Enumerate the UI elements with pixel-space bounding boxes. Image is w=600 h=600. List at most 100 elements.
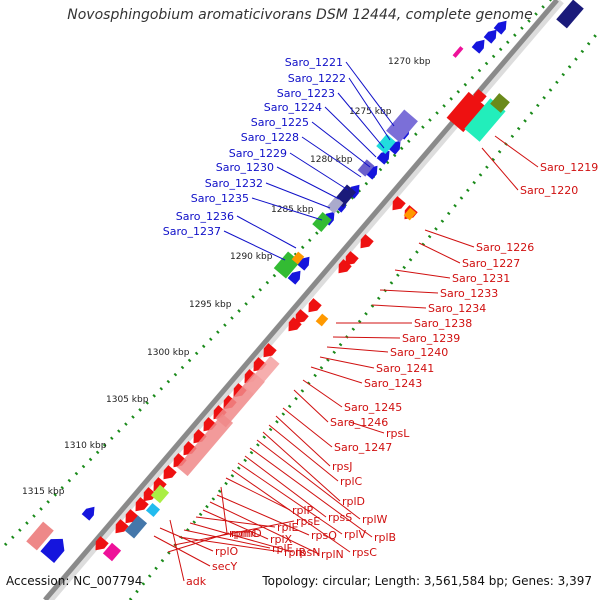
leader-line [348,77,391,141]
gene-arrow[interactable] [288,317,302,332]
gene-label[interactable]: Saro_1238 [414,317,472,330]
gene-label[interactable]: rplC [340,475,363,488]
gene-label[interactable]: rplD [342,495,365,508]
gene-arrow[interactable] [345,251,359,266]
leader-line [379,289,439,294]
map-title: Novosphingobium aromaticivorans DSM 1244… [67,7,533,23]
gene-arrow[interactable] [392,196,406,211]
leader-line [481,147,519,191]
gene-label[interactable]: rpsJ [332,460,352,473]
leader-line [324,106,377,158]
gene-label[interactable]: Saro_1241 [376,362,434,375]
tick-label: 1310 kbp [64,441,107,451]
gene-label[interactable]: rplX [270,533,293,546]
leader-line [345,61,395,127]
gene-arrow[interactable] [163,465,177,480]
gene-label[interactable]: adk [186,575,207,588]
gene-label[interactable]: secY [212,560,238,573]
gene-arrow[interactable] [115,519,129,534]
gene-label[interactable]: Saro_1225 [251,116,309,129]
feature-block [145,502,161,518]
gene-label[interactable]: Saro_1219 [540,161,598,174]
leader-line [159,527,214,552]
gene-label[interactable]: rplV [344,528,367,541]
gene-arrow[interactable] [296,256,310,271]
gene-arrow[interactable] [95,536,109,551]
leader-line [249,447,373,538]
gene-arrow[interactable] [295,309,309,324]
leader-line [195,516,276,528]
gene-arrow[interactable] [364,165,378,180]
leader-line [311,121,371,168]
gene-label[interactable]: Saro_1233 [440,287,498,300]
gene-label[interactable]: Saro_1220 [520,184,578,197]
gene-label[interactable]: rpsN [295,546,320,559]
gene-label[interactable]: rpsS [328,511,352,524]
leader-line [262,431,341,502]
gene-label[interactable]: Saro_1230 [216,161,274,174]
gene-label[interactable]: Saro_1231 [452,272,510,285]
gene-label[interactable]: Saro_1235 [191,192,249,205]
gene-label[interactable]: Saro_1221 [285,56,343,69]
gene-label[interactable]: rplR [284,546,307,559]
gene-label[interactable]: Saro_1227 [462,257,520,270]
tick-marks: 1270 kbp 1275 kbp 1280 kbp 1285 kbp 1290 kbp… [22,57,431,497]
feature-block [326,196,344,214]
gene-arrow[interactable] [360,234,374,249]
gene-arrow[interactable] [387,140,401,155]
gene-arrow[interactable] [143,487,157,502]
gene-arrow[interactable] [376,150,390,165]
gene-label[interactable]: rplW [362,513,388,526]
gene-arrow[interactable] [483,29,497,44]
gene-label[interactable]: rpsE [296,515,320,528]
gene-arrow[interactable] [287,270,301,285]
leader-line [169,519,185,582]
gene-label[interactable]: Saro_1245 [344,401,402,414]
gene-label[interactable]: Saro_1247 [334,441,392,454]
gene-arrow[interactable] [493,20,507,35]
gene-arrow[interactable] [263,343,277,358]
gene-label[interactable]: rpsQ [311,529,337,542]
gene-arrow[interactable] [338,259,352,274]
gene-label[interactable]: rpsL [386,427,410,440]
gene-arrow[interactable] [135,497,149,512]
gene-arrow[interactable] [40,538,65,563]
gene-label[interactable]: rpmD [231,527,262,540]
gene-label[interactable]: Saro_1234 [428,302,486,315]
gene-label[interactable]: Saro_1237 [163,225,221,238]
gene-label[interactable]: Saro_1246 [330,416,388,429]
gene-label[interactable]: Saro_1240 [390,346,448,359]
feature-block [556,0,584,29]
tick-label: 1305 kbp [106,395,149,405]
gene-label[interactable]: Saro_1236 [176,210,234,223]
gene-arrow[interactable] [471,39,485,54]
gene-label[interactable]: rplB [374,531,396,544]
gene-label[interactable]: Saro_1224 [264,101,322,114]
gene-label[interactable]: Saro_1243 [364,377,422,390]
gene-label[interactable]: rplF [272,542,293,555]
gene-label[interactable]: Saro_1222 [288,72,346,85]
tick-label: 1270 kbp [388,57,431,67]
leader-line [275,415,331,467]
leader-line [371,304,427,309]
leader-line [349,421,385,434]
gene-label[interactable]: rplE [277,521,299,534]
gene-label[interactable]: Saro_1223 [277,87,335,100]
gene-arrow[interactable] [308,298,322,313]
gene-label[interactable]: Saro_1232 [205,177,263,190]
gene-label[interactable]: rplN [321,548,344,561]
gene-label[interactable]: Saro_1229 [229,147,287,160]
gene-arrow[interactable] [81,506,95,521]
gene-label[interactable]: rpsC [352,546,377,559]
gene-label[interactable]: Saro_1228 [241,131,299,144]
gene-label[interactable]: rplP [292,504,314,517]
feature-block [490,93,510,113]
gene-label[interactable]: rpmC [229,527,259,540]
gene-label[interactable]: Saro_1239 [402,332,460,345]
feature-block [102,542,122,562]
tick-label: 1280 kbp [310,155,353,165]
gene-label[interactable]: Saro_1226 [476,241,534,254]
gene-label[interactable]: rplO [215,545,239,558]
